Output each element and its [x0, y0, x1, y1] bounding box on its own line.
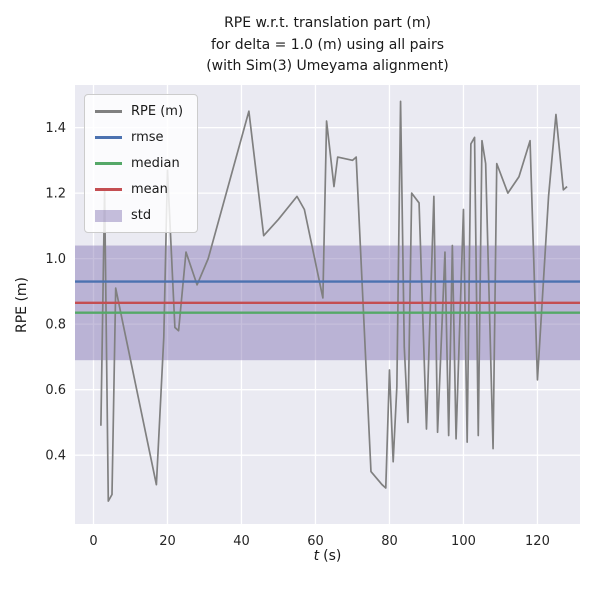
x-tick-label: 80 [381, 534, 398, 549]
x-axis-label: t (s) [75, 548, 580, 564]
rpe-line [100, 100, 568, 502]
x-axis-label-unit: (s) [323, 548, 342, 564]
x-axis-label-variable: t [313, 548, 320, 564]
x-tick-label: 40 [233, 534, 250, 549]
std-band-swatch-icon [95, 209, 122, 222]
y-tick-label: 0.8 [45, 318, 66, 333]
x-tick-label: 100 [451, 534, 476, 549]
legend-item-median: median [95, 155, 183, 172]
rmse-line-swatch-icon [95, 136, 122, 139]
y-tick-label: 0.4 [45, 449, 66, 464]
rpe-line-swatch-icon [95, 110, 122, 113]
median-line-swatch-icon [95, 162, 122, 165]
mean-line-swatch-icon [95, 188, 122, 191]
legend-label-std: std [131, 208, 152, 223]
legend-label-rpe: RPE (m) [131, 104, 184, 119]
legend-label-rmse: rmse [131, 130, 164, 145]
legend-item-rpe: RPE (m) [95, 103, 183, 120]
legend-item-mean: mean [95, 181, 183, 198]
x-tick-label: 20 [159, 534, 176, 549]
legend-item-std: std [95, 207, 183, 224]
x-tick-label: 60 [307, 534, 324, 549]
y-axis-label: RPE (m) [14, 276, 30, 334]
legend-label-mean: mean [131, 182, 168, 197]
y-tick-label: 0.6 [45, 383, 66, 398]
x-tick-label: 0 [89, 534, 97, 549]
y-tick-label: 1.4 [45, 121, 66, 136]
legend-item-rmse: rmse [95, 129, 183, 146]
legend-label-median: median [131, 156, 180, 171]
x-tick-label: 120 [525, 534, 550, 549]
legend: RPE (m) rmse median mean std [84, 94, 199, 233]
chart-title: RPE w.r.t. translation part (m) for delt… [206, 15, 449, 75]
y-tick-label: 1.0 [45, 252, 66, 267]
y-tick-label: 1.2 [45, 187, 66, 202]
